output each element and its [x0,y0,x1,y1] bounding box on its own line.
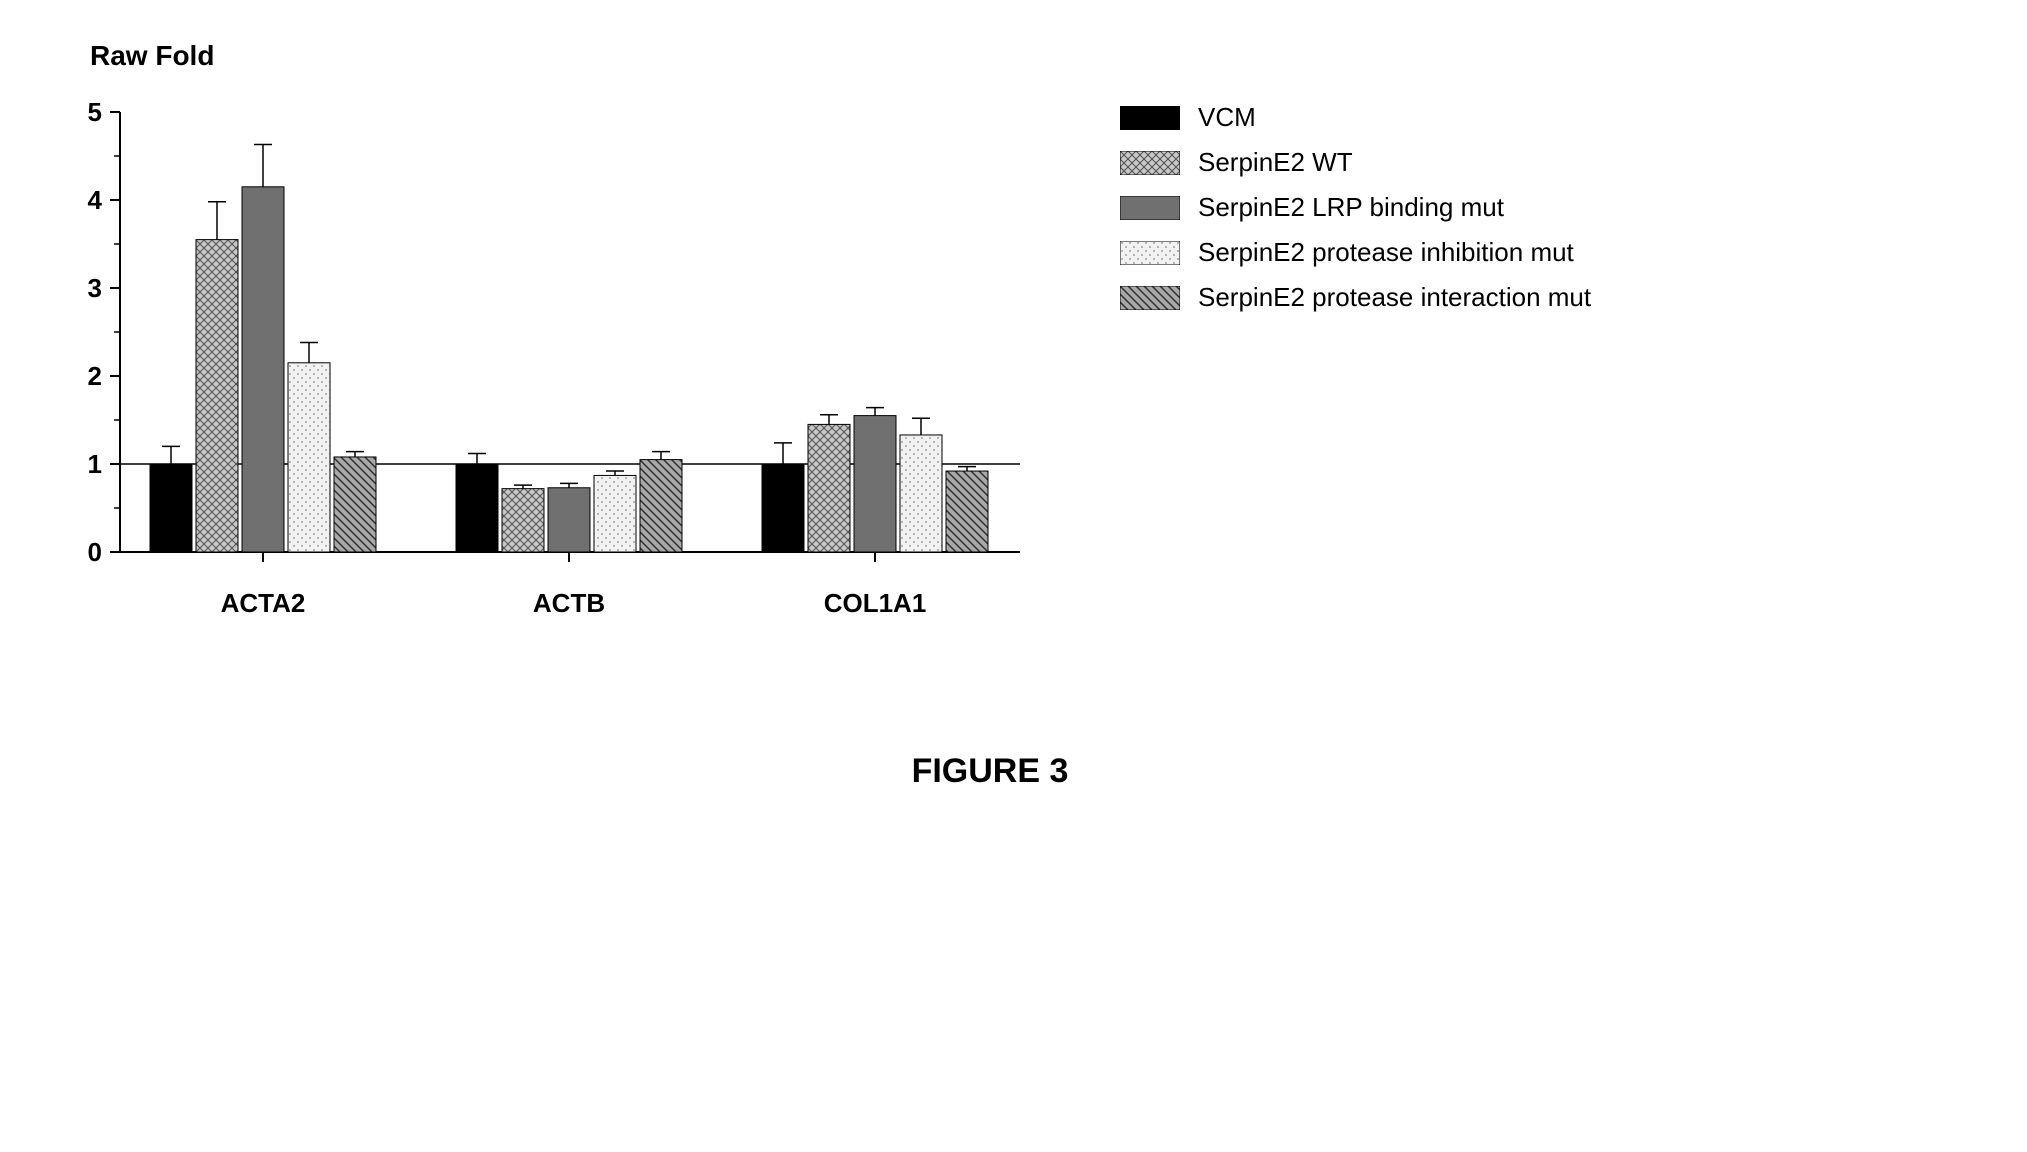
y-tick-label: 3 [88,273,102,303]
legend-swatch [1120,106,1180,130]
y-tick-label: 5 [88,97,102,127]
y-tick-label: 0 [88,537,102,567]
bar [946,471,988,552]
legend: VCM SerpinE2 WT SerpinE2 LRP binding mut Se… [1120,102,1591,327]
category-label: COL1A1 [824,588,927,618]
y-tick-label: 1 [88,449,102,479]
bar [900,435,942,552]
legend-swatch [1120,241,1180,265]
category-label: ACTA2 [221,588,306,618]
bar [242,187,284,552]
bar [594,475,636,552]
chart-area: 0 1 2 3 4 5 ACTA2 ACTB COL1A1 VCM SerpinE2 WT Serp… [40,92,1940,652]
figure-caption: FIGURE 3 [40,752,1940,791]
bar [288,363,330,552]
legend-label: SerpinE2 protease inhibition mut [1198,237,1574,268]
legend-label: SerpinE2 LRP binding mut [1198,192,1504,223]
bar [808,424,850,552]
bar [196,240,238,552]
legend-item: SerpinE2 LRP binding mut [1120,192,1591,223]
bar [548,488,590,552]
bar [502,489,544,552]
legend-item: SerpinE2 protease interaction mut [1120,282,1591,313]
legend-item: SerpinE2 WT [1120,147,1591,178]
bar [854,416,896,552]
category-label: ACTB [533,588,605,618]
chart-title: Raw Fold [90,40,1940,72]
y-tick-label: 4 [88,185,103,215]
grouped-bar-chart: 0 1 2 3 4 5 ACTA2 ACTB COL1A1 [40,92,1040,652]
legend-label: SerpinE2 WT [1198,147,1353,178]
legend-item: VCM [1120,102,1591,133]
bar [762,464,804,552]
legend-label: SerpinE2 protease interaction mut [1198,282,1591,313]
y-tick-label: 2 [88,361,102,391]
legend-label: VCM [1198,102,1256,133]
legend-swatch [1120,196,1180,220]
legend-swatch [1120,286,1180,310]
bar [334,457,376,552]
legend-item: SerpinE2 protease inhibition mut [1120,237,1591,268]
figure-container: Raw Fold 0 1 2 3 4 5 ACTA2 ACTB COL1A1 VCM Serpin… [40,40,1940,791]
bar [640,460,682,552]
bar [456,464,498,552]
bar [150,464,192,552]
legend-swatch [1120,151,1180,175]
